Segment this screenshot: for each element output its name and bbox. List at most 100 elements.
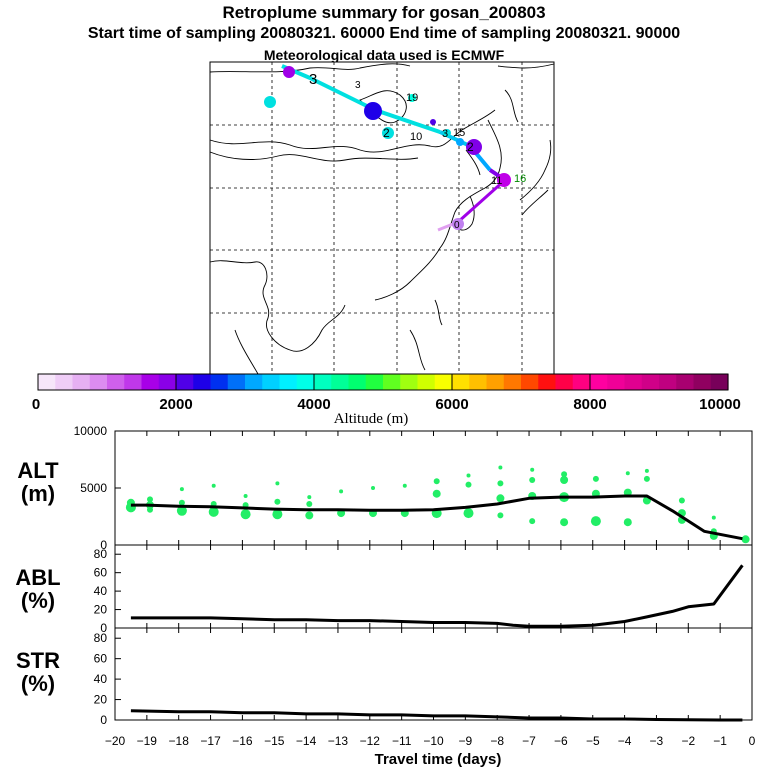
- map-label: 2: [383, 126, 390, 140]
- colorbar-tick: 2000: [159, 396, 192, 413]
- abl-panel-unit: (%): [21, 588, 55, 613]
- map-label: 3: [355, 80, 361, 91]
- traj-marker: [443, 129, 451, 137]
- panel-frame: [114, 627, 753, 721]
- colorbar-cell: [38, 374, 56, 390]
- alt-point: [678, 497, 685, 504]
- alt-point: [561, 471, 568, 478]
- colorbar-tick: 6000: [435, 396, 468, 413]
- x-tick-label: −11: [392, 734, 412, 748]
- colorbar-tick: 10000: [699, 396, 741, 413]
- x-tick-label: −3: [650, 734, 664, 748]
- colorbar-cell: [693, 374, 712, 390]
- alt-point: [240, 509, 251, 520]
- colorbar-cell: [624, 374, 643, 390]
- map-label: 15: [453, 127, 465, 139]
- alt-point: [275, 481, 280, 486]
- x-tick-label: −10: [423, 734, 444, 748]
- x-tick-label: −9: [459, 734, 473, 748]
- str-line: [130, 709, 743, 722]
- colorbar-cell: [141, 374, 160, 390]
- y-tick-label: 40: [94, 672, 108, 686]
- alt-point: [498, 465, 503, 470]
- colorbar-cell: [107, 374, 125, 390]
- x-tick-label: 0: [749, 734, 756, 748]
- alt-point: [560, 518, 569, 527]
- alt-point: [432, 489, 441, 498]
- x-tick-label: −1: [713, 734, 727, 748]
- x-tick-label: −17: [200, 734, 221, 748]
- alt-panel-label: ALT: [17, 458, 59, 483]
- alt-point: [465, 481, 472, 488]
- abl-panel: 80 60 40 20 0: [94, 544, 753, 635]
- alt-point: [497, 512, 504, 519]
- colorbar-cell: [417, 374, 436, 390]
- map-label: 3: [442, 128, 448, 140]
- traj-marker: [456, 138, 464, 146]
- alt-point: [305, 511, 314, 520]
- alt-point: [644, 468, 649, 473]
- alt-point: [178, 499, 185, 506]
- y-tick-label: 20: [94, 603, 108, 617]
- alt-point: [560, 476, 569, 484]
- colorbar-cell: [245, 374, 263, 390]
- x-tick-label: −13: [328, 734, 349, 748]
- colorbar-cell: [72, 374, 91, 390]
- alt-point: [433, 478, 440, 485]
- alt-panel: 10000 5000 0: [74, 424, 753, 552]
- map-label: 11: [491, 175, 502, 187]
- colorbar-cell: [314, 374, 332, 390]
- y-tick-label: 5000: [80, 481, 107, 495]
- colorbar-cell: [486, 374, 505, 390]
- colorbar-tick: 8000: [573, 396, 606, 413]
- panel-frame: [114, 430, 753, 546]
- colorbar-cell: [641, 374, 660, 390]
- y-tick-label: 60: [94, 566, 108, 580]
- colorbar-tick: 0: [32, 396, 40, 413]
- alt-point: [496, 494, 505, 503]
- y-tick-label: 40: [94, 584, 108, 598]
- x-tick-label: −20: [105, 734, 126, 748]
- x-tick-label: −19: [137, 734, 158, 748]
- colorbar-cell: [348, 374, 367, 390]
- colorbar-cell: [659, 374, 677, 390]
- alt-point: [466, 473, 471, 478]
- y-tick-label: 20: [94, 693, 108, 707]
- alt-point: [623, 518, 632, 527]
- sampling-times: Start time of sampling 20080321. 60000 E…: [87, 25, 681, 42]
- x-tick-label: −5: [586, 734, 600, 748]
- colorbar-cell: [365, 374, 384, 390]
- alt-point: [529, 477, 536, 483]
- abl-panel-label: ABL: [15, 565, 60, 590]
- colorbar-cell: [590, 374, 608, 390]
- alt-point: [339, 489, 344, 494]
- colorbar-cell: [296, 374, 315, 390]
- colorbar-major-ticks: [175, 374, 591, 390]
- alt-point: [497, 480, 504, 487]
- colorbar-cell: [124, 374, 143, 390]
- traj-marker: [408, 94, 416, 102]
- trajectory-markers: [264, 66, 511, 230]
- alt-point: [463, 508, 474, 519]
- map-label: 10: [410, 131, 422, 143]
- alt-point: [529, 518, 536, 525]
- traj-marker: [283, 66, 295, 78]
- alt-line: [130, 494, 743, 541]
- colorbar-cell: [469, 374, 488, 390]
- y-tick-label: 80: [94, 631, 108, 645]
- alt-point: [274, 498, 281, 505]
- traj-marker: [364, 102, 382, 120]
- traj-marker: [430, 119, 436, 125]
- map-label: 19: [406, 92, 418, 104]
- map-gridlines: [210, 62, 554, 374]
- alt-point: [625, 471, 630, 476]
- traj-marker: [466, 139, 482, 155]
- colorbar-cell: [383, 374, 401, 390]
- y-tick-label: 80: [94, 547, 108, 561]
- x-tick-label: −6: [554, 734, 568, 748]
- x-tick-label: −4: [618, 734, 632, 748]
- traj-marker: [264, 96, 276, 108]
- alt-point: [211, 483, 216, 488]
- x-axis-label: Travel time (days): [375, 751, 502, 768]
